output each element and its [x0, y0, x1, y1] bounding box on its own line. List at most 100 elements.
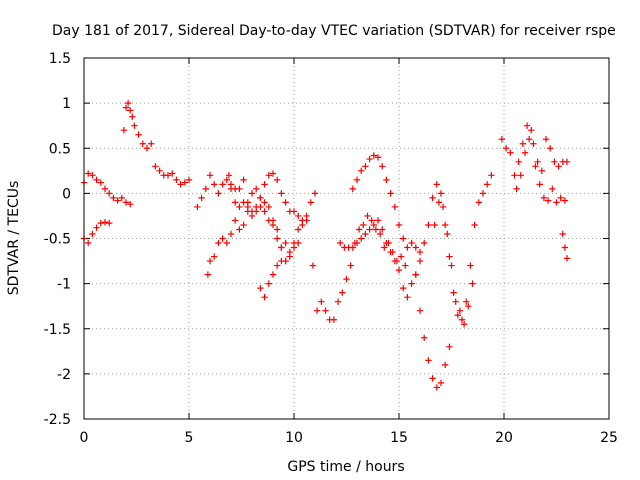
series-trace-n — [498, 122, 569, 206]
data-point — [274, 176, 281, 184]
data-point — [460, 321, 468, 328]
data-point — [395, 266, 403, 274]
data-point — [318, 298, 325, 305]
data-point — [353, 176, 361, 184]
data-point — [261, 208, 268, 215]
data-point — [106, 219, 113, 227]
data-point — [349, 185, 356, 193]
data-point — [122, 199, 130, 206]
data-point — [211, 181, 218, 188]
data-point — [131, 122, 138, 129]
data-point — [395, 221, 403, 229]
data-point — [265, 203, 272, 211]
data-point — [225, 172, 233, 179]
data-point — [215, 190, 222, 197]
data-point — [282, 199, 289, 206]
data-point — [211, 253, 218, 260]
data-point — [479, 190, 487, 197]
data-point — [93, 224, 100, 231]
data-point — [177, 181, 184, 188]
series-trace-b — [80, 219, 113, 247]
data-point — [181, 179, 188, 186]
data-point — [290, 244, 298, 251]
data-point — [219, 181, 226, 188]
data-point — [532, 163, 539, 170]
data-point — [347, 262, 354, 269]
y-tick-label: -2.5 — [44, 412, 71, 428]
data-point — [265, 280, 272, 287]
data-point — [408, 280, 415, 287]
series-trace-a — [80, 170, 134, 208]
data-point — [381, 244, 388, 251]
data-point — [127, 107, 134, 114]
data-point — [261, 293, 268, 301]
data-point — [542, 136, 550, 143]
data-point — [311, 190, 319, 197]
data-point — [120, 127, 128, 134]
data-point — [244, 208, 251, 215]
x-tick-label: 5 — [185, 430, 194, 446]
data-point — [101, 219, 109, 226]
data-point — [553, 199, 560, 206]
data-point — [295, 239, 302, 247]
data-point — [397, 253, 405, 260]
data-point — [295, 226, 302, 233]
data-point — [127, 201, 134, 208]
data-point — [454, 312, 461, 319]
data-point — [219, 235, 226, 242]
data-point — [173, 176, 180, 184]
data-point — [223, 239, 230, 247]
data-point — [421, 239, 428, 247]
data-point — [555, 163, 562, 170]
data-point — [290, 208, 298, 215]
data-point — [227, 181, 235, 188]
y-tick-label: -1.5 — [44, 322, 71, 338]
data-point — [232, 185, 239, 193]
data-point — [412, 244, 419, 251]
data-point — [265, 172, 272, 179]
data-point — [530, 140, 537, 147]
x-tick-label: 10 — [285, 430, 303, 446]
y-tick-label: 0.5 — [49, 141, 71, 157]
data-point — [429, 375, 436, 382]
data-point — [232, 217, 239, 224]
data-point — [538, 167, 545, 175]
data-point — [362, 163, 369, 170]
series-trace-k — [412, 271, 453, 391]
data-point — [402, 262, 409, 269]
data-point — [446, 253, 453, 260]
data-point — [274, 226, 281, 233]
data-point — [421, 334, 428, 341]
data-point — [110, 194, 117, 202]
data-point — [223, 176, 230, 184]
data-point — [429, 194, 436, 202]
data-point — [523, 122, 531, 129]
data-point — [547, 145, 554, 152]
data-point — [204, 271, 212, 278]
data-point — [391, 203, 398, 211]
data-point — [274, 262, 281, 269]
data-point — [135, 131, 142, 138]
data-point — [450, 289, 457, 296]
data-point — [353, 239, 361, 247]
data-point — [236, 226, 243, 233]
data-point — [442, 361, 449, 369]
data-point — [198, 194, 205, 202]
data-point — [370, 152, 377, 159]
data-point — [339, 289, 346, 296]
data-point — [551, 158, 558, 165]
data-point — [360, 221, 367, 229]
data-point — [452, 298, 459, 305]
data-point — [330, 316, 338, 323]
data-point — [458, 316, 466, 323]
data-point — [309, 262, 317, 269]
data-point — [374, 154, 382, 161]
data-point — [286, 253, 293, 260]
data-point — [425, 221, 432, 229]
data-point — [467, 262, 474, 269]
data-point — [358, 167, 365, 175]
data-point — [185, 176, 193, 184]
data-point — [85, 170, 92, 177]
chart-title: Day 181 of 2017, Sidereal Day-to-day VTE… — [52, 23, 616, 39]
data-point — [559, 230, 566, 238]
